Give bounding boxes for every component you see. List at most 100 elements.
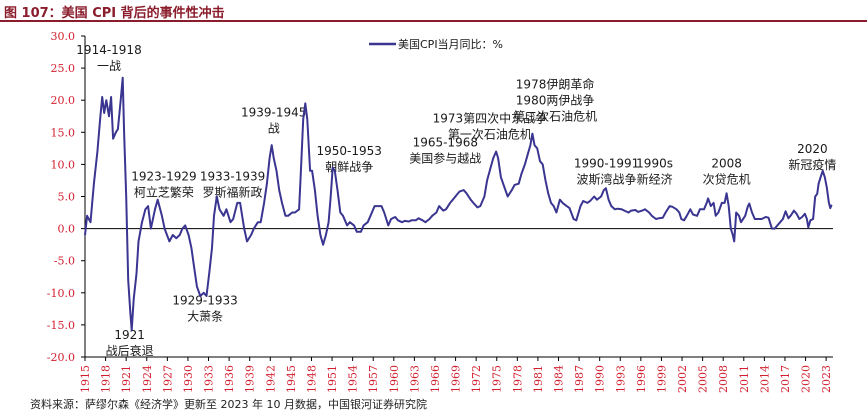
figure-title: 图 107：美国 CPI 背后的事件性冲击 <box>4 6 225 21</box>
y-tick-label: -20.0 <box>47 351 75 364</box>
x-tick-label: 1924 <box>141 365 154 393</box>
x-tick-label: 1948 <box>305 365 318 393</box>
x-tick-label: 1993 <box>614 365 627 393</box>
cpi-series-line <box>84 76 833 331</box>
x-tick-label: 2020 <box>800 365 813 393</box>
event-annotation-text: 新经济 <box>637 172 673 187</box>
event-annotation-text: 1980两伊战争 <box>516 94 595 108</box>
chart-legend: 美国CPI当月同比：% <box>369 37 503 51</box>
event-annotation-text: 1921 <box>114 328 145 342</box>
x-tick-label: 2011 <box>738 365 751 393</box>
event-annotation-text: 1990s <box>636 157 673 171</box>
event-annotation-text: 一战 <box>97 59 121 73</box>
event-annotation-text: 朝鲜战争 <box>325 160 373 174</box>
x-tick-label: 1987 <box>573 365 586 393</box>
x-tick-label: 1939 <box>244 365 257 393</box>
chart-series <box>84 76 833 331</box>
y-tick-label: 10.0 <box>51 158 76 171</box>
event-annotation: 1929-1933 大萧条 <box>172 293 237 323</box>
event-annotation-text: 次贷危机 <box>703 173 751 187</box>
x-tick-label: 1978 <box>511 365 524 393</box>
x-tick-label: 1915 <box>79 365 92 393</box>
event-annotation-text: 1950-1953 <box>316 144 381 158</box>
event-annotation-text: 1933-1939 <box>200 169 265 183</box>
event-annotation-text: 1923-1929 <box>131 169 196 183</box>
x-tick-label: 2014 <box>758 365 771 393</box>
x-tick-label: 1918 <box>100 365 113 393</box>
event-annotation: 1914-1918 一战 <box>76 43 141 73</box>
x-tick-label: 1969 <box>450 365 463 393</box>
event-annotation-text: 1914-1918 <box>76 43 141 57</box>
event-annotation-text: 1990-1991 <box>574 157 639 171</box>
x-tick-label: 2023 <box>820 365 833 393</box>
y-tick-label: 25.0 <box>51 62 76 75</box>
x-tick-label: 1999 <box>655 365 668 393</box>
x-tick-label: 1927 <box>161 365 174 393</box>
y-tick-label: 5.0 <box>58 191 76 204</box>
event-annotation-text: 波斯湾战争 <box>577 172 637 187</box>
title-rule <box>0 20 867 22</box>
event-annotation-text: 1978伊朗革命 <box>516 77 595 92</box>
x-tick-label: 2008 <box>717 365 730 393</box>
event-annotation-text: 第二次石油危机 <box>513 110 597 124</box>
x-tick-label: 1936 <box>223 365 236 393</box>
event-annotation-text: 柯立芝繁荣 <box>134 184 194 199</box>
event-annotation: 2008 次贷危机 <box>703 157 751 187</box>
x-tick-label: 1984 <box>553 365 566 393</box>
x-tick-label: 1957 <box>367 365 380 393</box>
event-annotation-text: 大萧条 <box>187 309 223 323</box>
event-annotation: 1939-1945 战 <box>241 105 306 135</box>
x-tick-label: 1945 <box>285 365 298 393</box>
event-annotation-text: 1965-1968 <box>413 135 478 149</box>
event-annotation-text: 新冠疫情 <box>788 157 836 172</box>
event-annotation-text: 1973第四次中东战争 <box>433 111 548 126</box>
x-tick-label: 1975 <box>491 365 504 393</box>
x-tick-label: 2005 <box>697 365 710 393</box>
event-annotation-text: 美国参与越战 <box>409 150 481 165</box>
legend-label: 美国CPI当月同比：% <box>398 37 503 51</box>
event-annotation-text: 罗斯福新政 <box>203 184 263 199</box>
y-tick-label: 20.0 <box>51 94 76 107</box>
x-tick-label: 1933 <box>203 365 216 393</box>
x-tick-label: 1951 <box>326 365 339 393</box>
x-tick-label: 1990 <box>594 365 607 393</box>
y-tick-label: 30.0 <box>51 30 76 43</box>
event-annotation-text: 1929-1933 <box>172 293 237 307</box>
event-annotation-text: 2008 <box>711 157 742 171</box>
y-tick-label: 15.0 <box>51 126 76 139</box>
x-tick-label: 1966 <box>429 365 442 393</box>
source-note: 资料来源：萨缪尔森《经济学》更新至 2023 年 10 月数据，中国银河证券研究… <box>30 398 427 411</box>
x-tick-label: 2017 <box>779 365 792 393</box>
x-tick-label: 2002 <box>676 365 689 393</box>
x-tick-label: 1921 <box>120 365 133 393</box>
x-tick-label: 1996 <box>635 365 648 393</box>
chart-axes: 30.0 25.0 20.0 15.0 10.0 5.0 0.0 -5.0 -10.0 -15.0… <box>47 30 833 393</box>
x-tick-label: 1954 <box>347 365 360 393</box>
x-tick-label: 1981 <box>532 365 545 393</box>
event-annotation-text: 2020 <box>797 142 828 156</box>
y-tick-label: -5.0 <box>54 255 75 268</box>
event-annotation-text: 战后衰退 <box>106 343 154 358</box>
x-tick-label: 1972 <box>470 365 483 393</box>
event-annotation-text: 战 <box>268 121 280 135</box>
x-tick-label: 1930 <box>182 365 195 393</box>
x-tick-label: 1963 <box>408 365 421 393</box>
event-annotation: 1950-1953 朝鲜战争 <box>316 144 381 174</box>
y-tick-label: -10.0 <box>47 287 75 300</box>
x-tick-label: 1942 <box>264 365 277 393</box>
y-tick-label: -15.0 <box>47 319 75 332</box>
x-tick-label: 1960 <box>388 365 401 393</box>
event-annotation-text: 1939-1945 <box>241 105 306 119</box>
event-annotation-text: 第一次石油危机 <box>448 128 532 142</box>
